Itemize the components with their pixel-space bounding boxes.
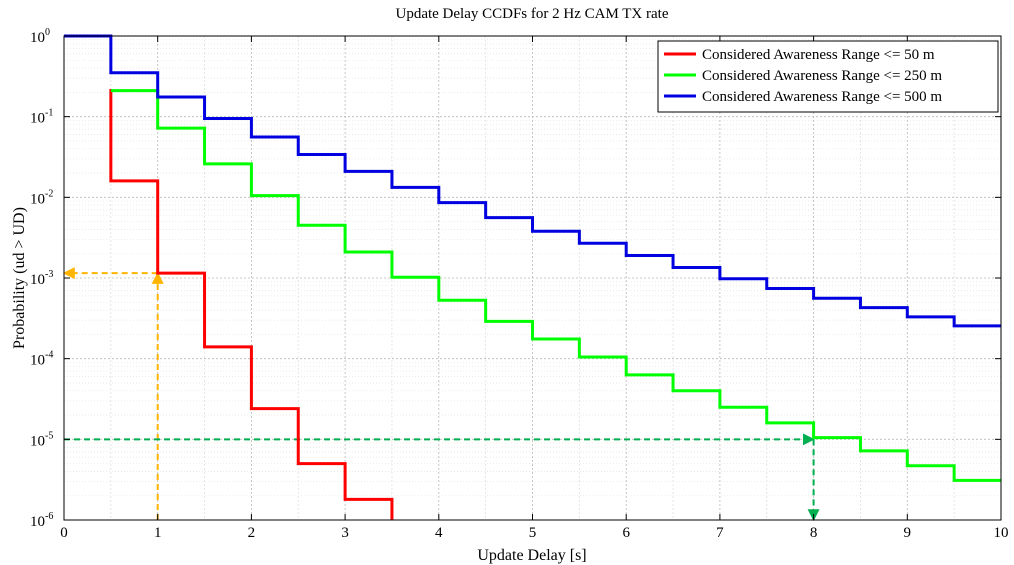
x-axis-label: Update Delay [s] xyxy=(477,547,586,564)
axis-ticks: 0 1 2 3 4 5 6 7 8 9 10 100 10-1 10-2 10-3 10-4 10-5 10-6 xyxy=(30,27,1009,541)
series-line-2 xyxy=(110,89,1001,482)
legend: Considered Awareness Range <= 50 m Consid… xyxy=(657,40,999,113)
series-lines xyxy=(64,34,1001,520)
y-axis-label: Probability (ud > UD) xyxy=(11,207,28,349)
x-tick-label: 10 xyxy=(994,525,1009,541)
y-tick-label: 10-6 xyxy=(30,511,53,530)
y-tick-label: 10-3 xyxy=(30,269,53,288)
legend-entry: Considered Awareness Range <= 250 m xyxy=(702,68,942,84)
chart-title: Update Delay CCDFs for 2 Hz CAM TX rate xyxy=(395,6,668,22)
x-tick-label: 5 xyxy=(529,525,537,541)
y-tick-label: 10-1 xyxy=(30,108,53,127)
y-tick-label: 10-5 xyxy=(30,430,53,449)
x-tick-label: 6 xyxy=(622,525,630,541)
x-tick-label: 0 xyxy=(60,525,68,541)
x-tick-label: 1 xyxy=(154,525,162,541)
x-tick-label: 3 xyxy=(341,525,349,541)
x-tick-label: 9 xyxy=(904,525,912,541)
annotations xyxy=(62,267,820,522)
x-tick-label: 7 xyxy=(716,525,724,541)
x-tick-label: 2 xyxy=(248,525,256,541)
y-tick-label: 100 xyxy=(30,27,50,46)
legend-entry: Considered Awareness Range <= 50 m xyxy=(702,47,935,63)
y-tick-label: 10-4 xyxy=(30,350,53,369)
legend-entry: Considered Awareness Range <= 500 m xyxy=(702,89,942,105)
x-tick-label: 4 xyxy=(435,525,443,541)
x-tick-label: 8 xyxy=(810,525,818,541)
series-line-1 xyxy=(109,89,394,520)
legend-box xyxy=(657,40,999,113)
series-line-3 xyxy=(64,34,1001,328)
y-tick-label: 10-2 xyxy=(30,188,53,207)
